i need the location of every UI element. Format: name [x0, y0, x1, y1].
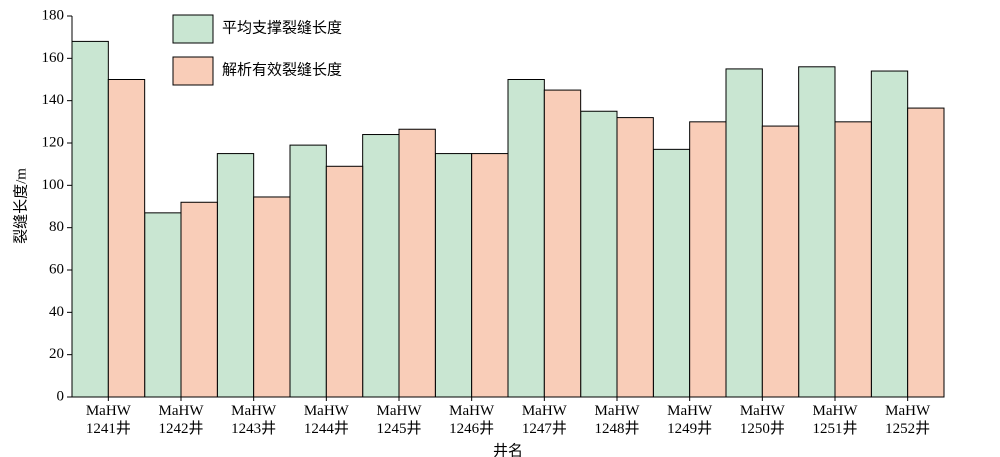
- y-tick-label: 120: [42, 134, 65, 150]
- y-tick-label: 60: [49, 261, 64, 277]
- bar: [434, 153, 473, 398]
- y-tick-label: 140: [42, 92, 65, 108]
- bar: [580, 110, 618, 398]
- y-tick-label: 20: [49, 346, 64, 362]
- legend-swatch: [172, 14, 214, 44]
- x-tick-label: MaHW 1243井: [231, 403, 277, 437]
- legend-swatch: [172, 56, 214, 86]
- x-tick-label: MaHW 1244井: [303, 403, 349, 437]
- y-tick-label: 100: [42, 177, 65, 193]
- x-tick-label: MaHW 1252井: [885, 403, 931, 437]
- y-tick-label: 80: [49, 219, 64, 235]
- bar: [616, 117, 654, 398]
- bar: [253, 196, 291, 398]
- bar: [543, 89, 582, 398]
- bar: [798, 66, 836, 398]
- bar: [907, 107, 945, 398]
- x-axis-label: 井名: [493, 442, 523, 457]
- legend-label: 解析有效裂缝长度: [222, 61, 342, 78]
- x-tick-label: MaHW 1241井: [85, 403, 131, 437]
- y-tick-label: 180: [42, 7, 65, 23]
- x-tick-label: MaHW 1251井: [812, 403, 858, 437]
- bar: [144, 212, 182, 398]
- bar: [471, 153, 509, 398]
- bar: [71, 40, 109, 398]
- y-tick-label: 160: [42, 50, 65, 66]
- x-tick-label: MaHW 1246井: [449, 403, 495, 437]
- bar: [398, 128, 436, 398]
- bar: [325, 165, 364, 398]
- x-tick-label: MaHW 1247井: [521, 403, 567, 437]
- bar: [507, 79, 545, 398]
- legend-label: 平均支撑裂缝长度: [222, 19, 342, 36]
- bar: [689, 121, 727, 398]
- bar: [362, 134, 400, 398]
- x-tick-label: MaHW 1249井: [667, 403, 713, 437]
- bar: [216, 153, 255, 398]
- x-tick-label: MaHW 1242井: [158, 403, 204, 437]
- y-axis-label: 裂缝长度/m: [12, 168, 29, 244]
- bar: [761, 125, 800, 398]
- bar: [725, 68, 763, 398]
- x-tick-label: MaHW 1245井: [376, 403, 422, 437]
- x-tick-label: MaHW 1250井: [739, 403, 785, 437]
- y-tick-label: 40: [49, 304, 64, 320]
- x-tick-label: MaHW 1248井: [594, 403, 640, 437]
- bar: [652, 148, 691, 398]
- bar: [834, 121, 872, 398]
- bar: [180, 201, 218, 398]
- bar: [870, 70, 909, 398]
- y-tick-label: 0: [57, 388, 65, 404]
- bar: [107, 79, 146, 398]
- bar: [289, 144, 327, 398]
